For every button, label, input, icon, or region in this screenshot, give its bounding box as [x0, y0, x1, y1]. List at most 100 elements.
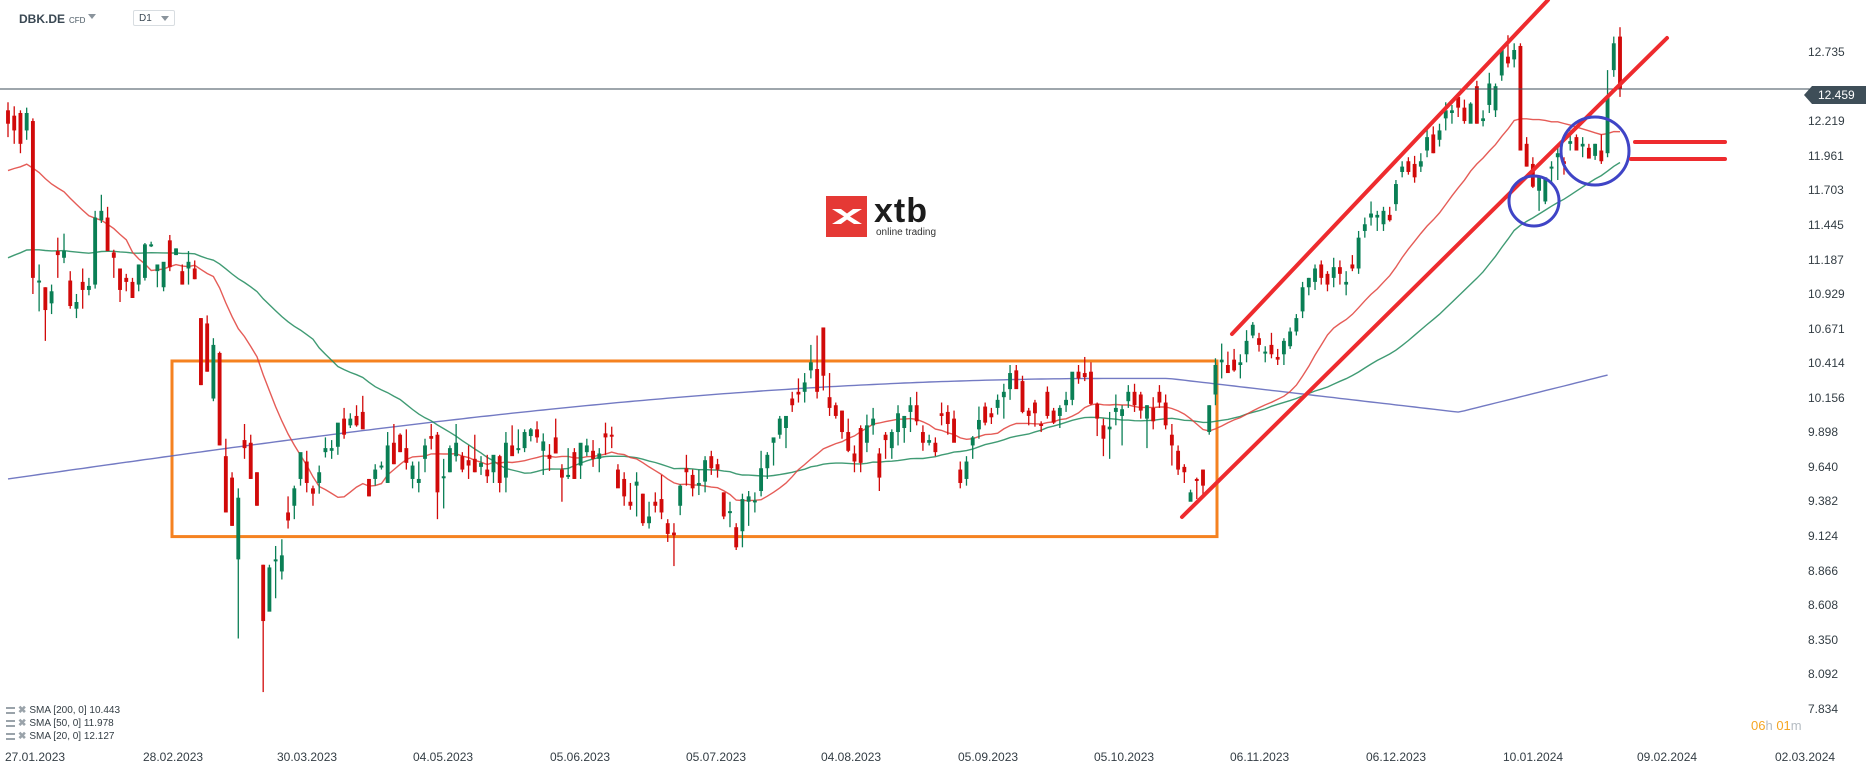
bearish-candle — [192, 268, 197, 280]
bearish-candle — [1194, 478, 1199, 481]
bearish-candle — [354, 415, 359, 426]
bullish-candle — [416, 478, 421, 483]
bullish-candle — [441, 476, 446, 479]
indicator-label: SMA [200, 0] 10.443 — [29, 705, 121, 716]
bullish-candle — [908, 405, 913, 412]
bearish-candle — [1157, 391, 1162, 403]
bearish-candle — [796, 391, 801, 395]
bearish-candle — [124, 277, 129, 282]
bearish-candle — [1014, 370, 1019, 390]
indicator-sma200[interactable]: ✖ SMA [200, 0] 10.443 — [6, 705, 120, 716]
bullish-candle — [752, 500, 757, 503]
bearish-candle — [1232, 359, 1237, 371]
bullish-candle — [62, 251, 66, 258]
bullish-candle — [1356, 237, 1361, 269]
symbol-dropdown-caret-icon[interactable] — [88, 14, 96, 19]
bearish-candle — [286, 512, 291, 521]
bearish-candle — [1201, 469, 1205, 486]
symbol-name: DBK.DE — [19, 12, 66, 26]
bullish-candle — [1300, 287, 1305, 312]
bullish-candle — [298, 452, 303, 479]
bullish-candle — [1543, 177, 1548, 202]
bearish-candle — [1257, 338, 1261, 345]
bearish-candle — [603, 433, 608, 438]
bearish-candle — [883, 434, 888, 441]
indicator-settings-icon[interactable] — [6, 732, 15, 740]
price-tick-label: 11.703 — [1808, 183, 1844, 198]
bullish-candle — [871, 418, 876, 426]
indicator-remove-icon[interactable]: ✖ — [18, 718, 27, 729]
bearish-candle — [933, 442, 938, 453]
bearish-candle — [1095, 403, 1100, 419]
indicator-sma50[interactable]: ✖ SMA [50, 0] 11.978 — [6, 718, 114, 729]
bearish-candle — [1176, 450, 1181, 470]
bearish-candle — [304, 461, 309, 483]
indicator-remove-icon[interactable]: ✖ — [18, 705, 27, 716]
price-tick-label: 10.414 — [1808, 356, 1845, 371]
bullish-candle — [765, 454, 770, 469]
bullish-candle — [1001, 391, 1006, 398]
bearish-candle — [684, 468, 689, 473]
bullish-candle — [49, 291, 54, 304]
bearish-candle — [130, 281, 135, 298]
bullish-candle — [1313, 268, 1317, 282]
date-tick-label: 28.02.2023 — [143, 750, 204, 764]
bullish-candle — [1375, 214, 1380, 218]
bullish-candle — [896, 413, 900, 433]
sma200-line — [7, 374, 1608, 480]
bullish-candle — [86, 285, 91, 290]
date-tick-label: 09.02.2024 — [1637, 750, 1698, 764]
trend-channel-lower-line — [1180, 36, 1669, 519]
date-tick-label: 06.11.2023 — [1230, 750, 1290, 764]
bearish-candle — [1462, 107, 1467, 122]
bearish-candle — [1269, 344, 1274, 355]
bullish-candle — [161, 261, 166, 288]
timeframe-select[interactable]: D1 — [133, 10, 175, 26]
bearish-candle — [1051, 410, 1056, 423]
bullish-candle — [1418, 161, 1423, 167]
bearish-candle — [690, 474, 695, 489]
price-tick-label: 9.382 — [1808, 494, 1839, 509]
indicator-remove-icon[interactable]: ✖ — [18, 731, 27, 742]
price-tick-label: 10.929 — [1808, 287, 1845, 302]
bearish-candle — [1169, 434, 1174, 446]
bullish-candle — [889, 432, 894, 449]
current-price-tag: 12.459 — [1804, 86, 1866, 104]
bearish-candle — [572, 452, 577, 479]
date-tick-label: 02.03.2024 — [1775, 750, 1836, 764]
price-tick-label: 8.866 — [1808, 563, 1839, 578]
bearish-candle — [1474, 86, 1479, 124]
bearish-candle — [1275, 356, 1280, 360]
bullish-candle — [273, 559, 278, 562]
bullish-candle — [634, 481, 639, 486]
indicator-settings-icon[interactable] — [6, 706, 15, 714]
indicator-settings-icon[interactable] — [6, 719, 15, 727]
bullish-candle — [1549, 166, 1554, 169]
highlight-circle-1 — [1507, 174, 1561, 228]
countdown-minutes-unit: m — [1790, 718, 1802, 733]
bullish-candle — [864, 425, 869, 443]
bullish-candle — [566, 474, 571, 477]
bullish-candle — [410, 465, 415, 479]
bullish-candle — [1400, 166, 1405, 172]
bullish-candle — [149, 244, 154, 247]
bullish-candle — [447, 448, 452, 473]
bullish-candle — [1394, 184, 1398, 205]
bullish-candle — [1468, 103, 1473, 124]
symbol-selector[interactable]: DBK.DE CFD — [19, 12, 85, 26]
bullish-candle — [348, 418, 353, 426]
bullish-candle — [777, 418, 782, 435]
date-tick-label: 05.07.2023 — [686, 750, 747, 764]
indicator-sma20[interactable]: ✖ SMA [20, 0] 12.127 — [6, 731, 114, 742]
price-tick-label: 11.445 — [1808, 217, 1844, 232]
bearish-candle — [429, 436, 434, 439]
bullish-candle — [927, 440, 932, 443]
bullish-candle — [1070, 371, 1075, 400]
bullish-candle — [1344, 281, 1349, 285]
bearish-candle — [472, 458, 477, 473]
price-tick-label: 8.092 — [1808, 667, 1839, 682]
bullish-candle — [1207, 405, 1212, 433]
bearish-candle — [367, 478, 371, 497]
bullish-candle — [977, 419, 981, 430]
